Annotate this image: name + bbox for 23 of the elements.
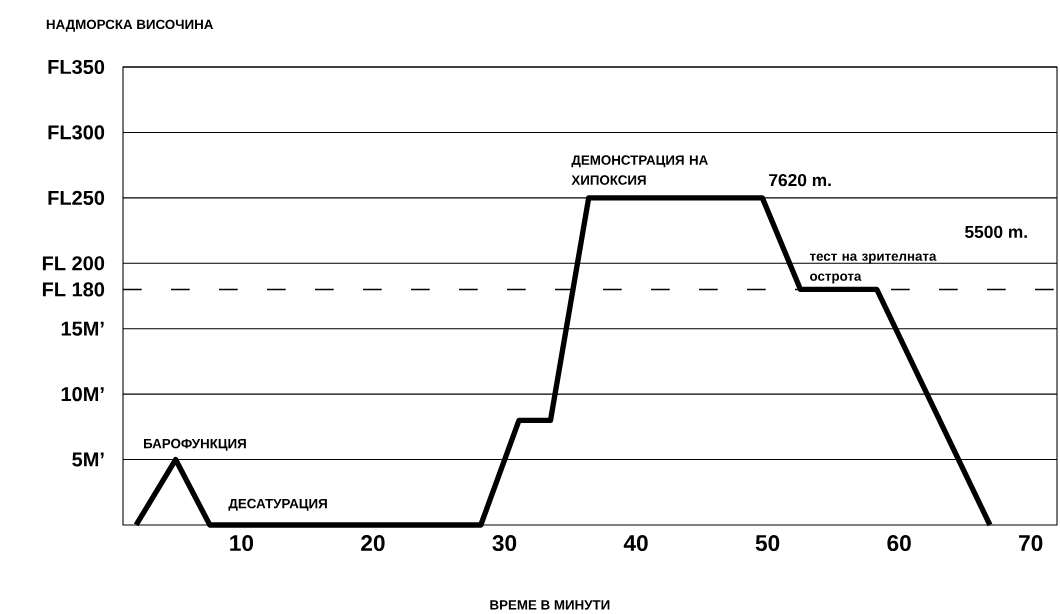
- annotation: ДЕМОНСТРАЦИЯ НА ХИПОКСИЯ: [571, 155, 708, 185]
- ref-line-label: FL 180: [42, 282, 105, 297]
- x-axis-title: ВРЕМЕ В МИНУТИ: [490, 600, 610, 610]
- annotation: 5500 m.: [965, 225, 1027, 238]
- annotation: БАРОФУНКЦИЯ: [144, 438, 246, 451]
- x-tick-label: 60: [887, 534, 911, 552]
- x-tick-label: 50: [755, 534, 780, 552]
- y-tick-label: FL350: [48, 59, 105, 75]
- y-axis-title: НАДМОРСКА ВИСОЧИНА: [46, 19, 214, 32]
- y-tick-label: FL300: [48, 125, 105, 140]
- x-tick-label: 40: [623, 534, 648, 552]
- y-tick-label: FL 200: [42, 256, 105, 271]
- annotation: тест на зрителната острота: [809, 253, 937, 284]
- y-tick-label: 10M’: [61, 387, 104, 402]
- y-tick-label: FL250: [48, 190, 105, 205]
- x-tick-label: 30: [492, 534, 517, 552]
- annotation: ДЕСАТУРАЦИЯ: [228, 498, 327, 511]
- x-tick-label: 70: [1019, 534, 1043, 552]
- y-tick-label: 15M’: [61, 321, 104, 336]
- x-tick-label: 20: [361, 534, 385, 552]
- y-tick-label: 5M’: [72, 452, 104, 467]
- annotation: 7620 m.: [769, 173, 831, 187]
- x-tick-label: 10: [230, 534, 254, 552]
